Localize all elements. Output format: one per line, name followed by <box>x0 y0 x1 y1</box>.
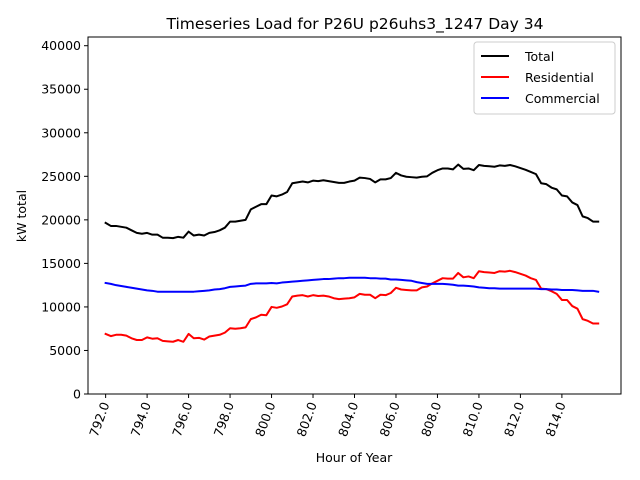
x-tick-label: 800.0 <box>252 400 278 439</box>
legend-box <box>473 41 616 115</box>
x-axis-label: Hour of Year <box>316 450 393 465</box>
legend-label-residential: Residential <box>525 70 594 85</box>
x-tick-label: 798.0 <box>211 400 237 439</box>
legend-label-total: Total <box>524 49 554 64</box>
x-tick-label: 794.0 <box>128 400 154 439</box>
legend: Total Residential Commercial <box>473 41 616 115</box>
x-tick-label: 796.0 <box>169 400 195 439</box>
x-tick-label: 812.0 <box>501 400 527 439</box>
x-tick-label: 814.0 <box>542 400 568 439</box>
y-tick-label: 0 <box>73 387 81 402</box>
x-tick-label: 810.0 <box>459 400 485 439</box>
plot-area-frame <box>87 36 622 395</box>
y-tick-label: 25000 <box>41 169 81 184</box>
y-tick-label: 10000 <box>41 299 81 314</box>
series-line-total <box>104 163 600 240</box>
series-line-commercial <box>104 276 600 293</box>
chart-title: Timeseries Load for P26U p26uhs3_1247 Da… <box>166 15 544 34</box>
y-tick-label: 35000 <box>41 82 81 97</box>
x-tick-label: 802.0 <box>294 400 320 439</box>
series-line-residential <box>104 269 600 343</box>
tick-marks <box>84 45 563 398</box>
x-tick-label: 792.0 <box>86 400 112 439</box>
y-tick-labels: 0 5000 10000 15000 20000 25000 30000 35000 40000 <box>41 38 81 401</box>
y-axis-label: kW total <box>14 190 29 242</box>
y-tick-label: 5000 <box>49 343 81 358</box>
legend-label-commercial: Commercial <box>525 91 600 106</box>
x-tick-label: 806.0 <box>376 400 402 439</box>
y-tick-label: 15000 <box>41 256 81 271</box>
x-tick-label: 804.0 <box>335 400 361 439</box>
x-tick-labels: 792.0 794.0 796.0 798.0 800.0 802.0 804.0 806.0… <box>86 400 569 439</box>
y-tick-label: 40000 <box>41 38 81 53</box>
x-tick-label: 808.0 <box>418 400 444 439</box>
y-tick-label: 20000 <box>41 212 81 227</box>
y-tick-label: 30000 <box>41 125 81 140</box>
plot-series <box>104 163 600 343</box>
